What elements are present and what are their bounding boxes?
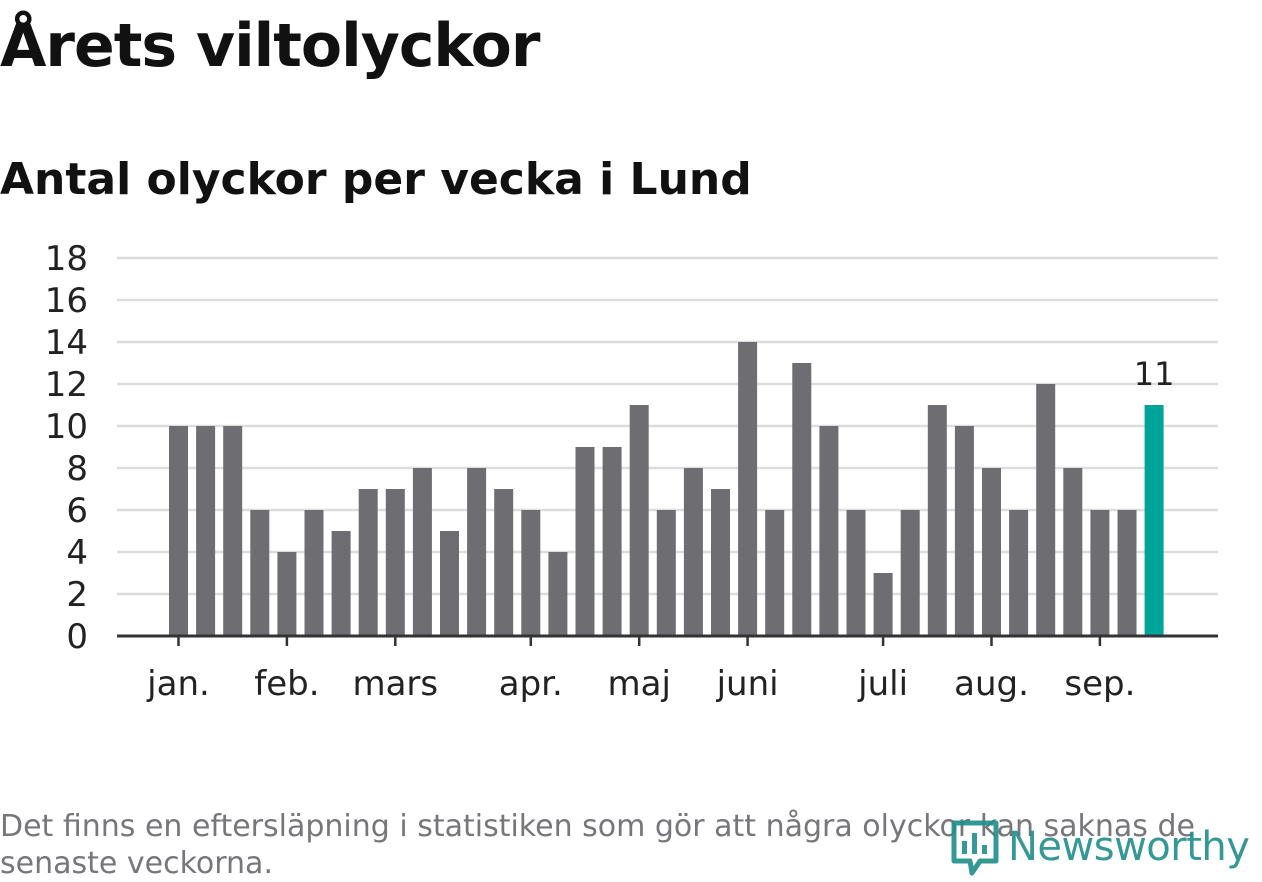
bar: [250, 510, 270, 636]
bar: [548, 552, 568, 636]
bar: [1009, 510, 1029, 636]
bar: [277, 552, 297, 636]
newsworthy-logo: Newsworthy: [950, 815, 1250, 879]
bar: [927, 405, 947, 636]
bar: [331, 531, 351, 636]
x-tick-label: maj: [607, 664, 670, 704]
bar: [358, 489, 378, 636]
bar: [1063, 468, 1083, 636]
bar: [900, 510, 920, 636]
bars: 11: [169, 342, 1174, 636]
chart-title: Årets viltolyckor: [0, 11, 540, 81]
y-tick-label: 2: [66, 575, 88, 615]
y-tick-label: 16: [45, 281, 88, 321]
y-tick-label: 0: [66, 617, 88, 657]
bar: [765, 510, 785, 636]
x-tick-label: mars: [352, 664, 438, 704]
bar: [738, 342, 758, 636]
bar: [412, 468, 432, 636]
bar: [521, 510, 541, 636]
x-tick-label: apr.: [499, 664, 563, 704]
y-tick-label: 6: [66, 491, 88, 531]
bar: [982, 468, 1001, 636]
y-tick-label: 18: [45, 239, 88, 279]
bar: [1117, 510, 1137, 636]
bar: [385, 489, 405, 636]
bar: [169, 426, 188, 636]
bar: [873, 573, 893, 636]
bar: [440, 531, 459, 636]
x-tick-label: feb.: [254, 664, 319, 704]
y-tick-label: 14: [45, 323, 88, 363]
bar: [819, 426, 839, 636]
y-tick-label: 8: [66, 449, 88, 489]
bar: [223, 426, 243, 636]
x-tick-label: juli: [857, 664, 908, 704]
newsworthy-logo-text: Newsworthy: [1008, 824, 1250, 870]
bar: [575, 447, 595, 636]
bar: [196, 426, 216, 636]
y-tick-label: 10: [45, 407, 88, 447]
newsworthy-logo-icon: [951, 820, 999, 876]
bar: [846, 510, 866, 636]
bar: [304, 510, 324, 636]
bar: [1036, 384, 1056, 636]
bar: [683, 468, 703, 636]
x-tick-label: jan.: [146, 664, 210, 704]
bar: [467, 468, 487, 636]
bar: [494, 489, 514, 636]
x-tick-label: aug.: [954, 664, 1029, 704]
bar: [1090, 510, 1110, 636]
bar: [656, 510, 676, 636]
bar-highlight: [1144, 405, 1164, 636]
y-tick-label: 4: [66, 533, 88, 573]
data-label: 11: [1134, 355, 1175, 393]
bar: [602, 447, 622, 636]
bar: [629, 405, 649, 636]
bar: [792, 363, 812, 636]
chart-subtitle: Antal olyckor per vecka i Lund: [0, 154, 752, 205]
bar: [954, 426, 974, 636]
y-tick-label: 12: [45, 365, 88, 405]
x-tick-label: sep.: [1064, 664, 1135, 704]
bar: [711, 489, 730, 636]
x-tick-label: juni: [716, 664, 779, 704]
